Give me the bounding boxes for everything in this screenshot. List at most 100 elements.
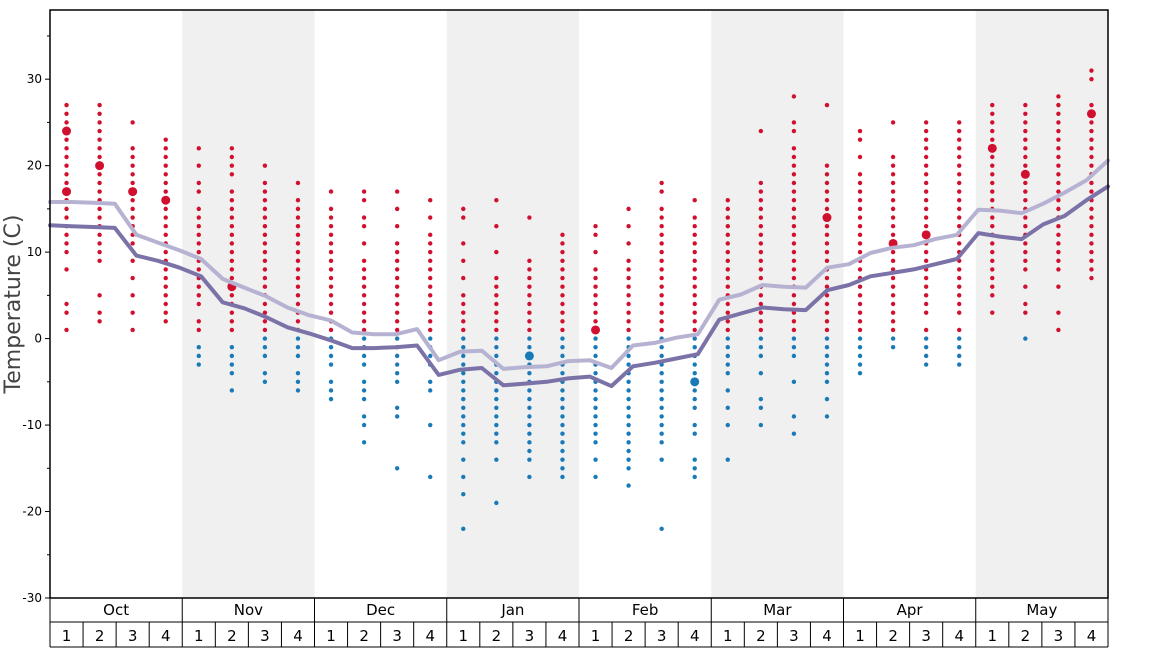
temperature-dot [295, 301, 301, 307]
temperature-dot [130, 120, 135, 125]
temperature-dot [295, 215, 301, 220]
temperature-dot [262, 284, 268, 289]
temperature-dot [196, 293, 201, 298]
temperature-dot [626, 422, 631, 428]
temperature-dot [64, 249, 69, 255]
temperature-dot [725, 370, 730, 376]
temperature-dot [196, 206, 201, 212]
temperature-dot [1089, 258, 1094, 263]
temperature-dot [328, 396, 334, 402]
temperature-dot [1056, 163, 1061, 168]
temperature-dot [626, 396, 631, 402]
month-band [182, 10, 315, 598]
temperature-dot [262, 327, 268, 333]
temperature-dot [527, 275, 532, 281]
temperature-dot [990, 284, 995, 289]
temperature-dot [97, 172, 102, 177]
temperature-dot [394, 301, 400, 307]
average-low-line [48, 184, 1110, 389]
temperature-dot [659, 405, 664, 410]
temperature-dot [824, 353, 830, 359]
temperature-dot [990, 189, 995, 194]
temperature-dot [130, 154, 135, 160]
temperature-dot [824, 189, 830, 194]
temperature-dot [97, 293, 102, 298]
temperature-dot [262, 275, 268, 281]
temperature-dot [461, 492, 466, 497]
temperature-dot [163, 249, 168, 255]
temperature-dot [494, 370, 499, 376]
temperature-dot [824, 275, 830, 281]
temperature-dot [328, 353, 334, 359]
temperature-dot [758, 232, 764, 238]
temperature-dot [626, 319, 631, 324]
month-label: Apr [897, 601, 924, 619]
temperature-dot [725, 249, 730, 255]
temperature-dot [64, 301, 69, 307]
temperature-dot [923, 120, 929, 125]
temperature-dot [725, 353, 730, 359]
temperature-dot [593, 223, 598, 229]
temperature-dot [361, 241, 367, 246]
temperature-dot [428, 310, 433, 315]
temperature-dot [923, 189, 929, 194]
temperature-dot [97, 137, 102, 142]
temperature-dot [659, 396, 664, 402]
temperature-dot [361, 327, 367, 333]
temperature-dot [494, 388, 499, 393]
temperature-dot [857, 198, 863, 203]
temperature-dot [923, 258, 929, 263]
temperature-dot [130, 293, 135, 298]
temperature-dot [163, 293, 168, 298]
temperature-dot [428, 301, 433, 307]
temperature-dot [527, 422, 532, 428]
temperature-dot [428, 353, 433, 359]
temperature-dot [923, 345, 929, 350]
temperature-dot [923, 198, 929, 203]
temperature-dot [130, 241, 135, 246]
temperature-dot [957, 198, 962, 203]
temperature-dot [758, 275, 764, 281]
temperature-dot [659, 353, 664, 359]
temperature-dot [560, 310, 565, 315]
temperature-dot [857, 223, 863, 229]
temperature-dot [560, 474, 565, 480]
temperature-dot [659, 431, 664, 436]
temperature-dot [295, 293, 301, 298]
temperature-dot [957, 172, 962, 177]
temperature-dot [1023, 267, 1028, 272]
week-label: 1 [194, 627, 204, 645]
temperature-dot [64, 154, 69, 160]
temperature-dot [428, 198, 433, 203]
temperature-dot [97, 232, 102, 238]
temperature-dot [692, 362, 697, 367]
temperature-dot [957, 353, 962, 359]
temperature-dot [824, 396, 830, 402]
temperature-dot [957, 241, 962, 246]
temperature-dot [64, 180, 69, 186]
temperature-dot [725, 241, 730, 246]
temperature-dot [890, 223, 896, 229]
temperature-dot [725, 275, 730, 281]
temperature-dot [1089, 120, 1094, 125]
week-label: 4 [954, 627, 964, 645]
week-label: 4 [425, 627, 435, 645]
temperature-dot [890, 232, 896, 238]
temperature-dot [890, 301, 896, 307]
average-lines [48, 158, 1110, 389]
temperature-dot [229, 275, 235, 281]
temperature-dot [97, 206, 102, 212]
temperature-dot [229, 198, 235, 203]
temperature-dot [890, 154, 896, 160]
temperature-dot [295, 258, 301, 263]
temperature-dot [1089, 146, 1094, 151]
temperature-dot [725, 336, 730, 341]
temperature-dot [593, 414, 598, 419]
temperature-dot [328, 206, 334, 212]
temperature-dot [229, 154, 235, 160]
temperature-dot [328, 388, 334, 393]
temperature-dot [824, 241, 830, 246]
week-label: 2 [888, 627, 898, 645]
temperature-dot [725, 301, 730, 307]
temperature-dot [328, 327, 334, 333]
